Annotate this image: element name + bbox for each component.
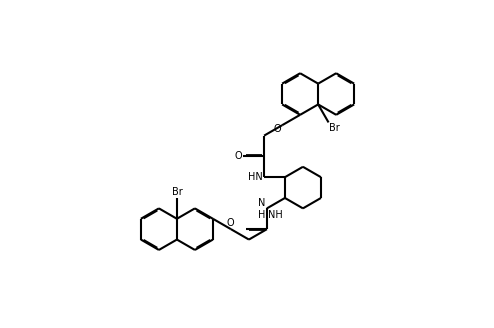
Text: NH: NH xyxy=(268,210,283,219)
Text: Br: Br xyxy=(171,187,182,197)
Text: H: H xyxy=(258,210,265,219)
Text: O: O xyxy=(235,152,243,161)
Text: HN: HN xyxy=(248,172,263,182)
Text: N: N xyxy=(258,197,265,208)
Text: O: O xyxy=(274,124,282,134)
Text: O: O xyxy=(227,218,234,228)
Text: Br: Br xyxy=(329,123,340,133)
